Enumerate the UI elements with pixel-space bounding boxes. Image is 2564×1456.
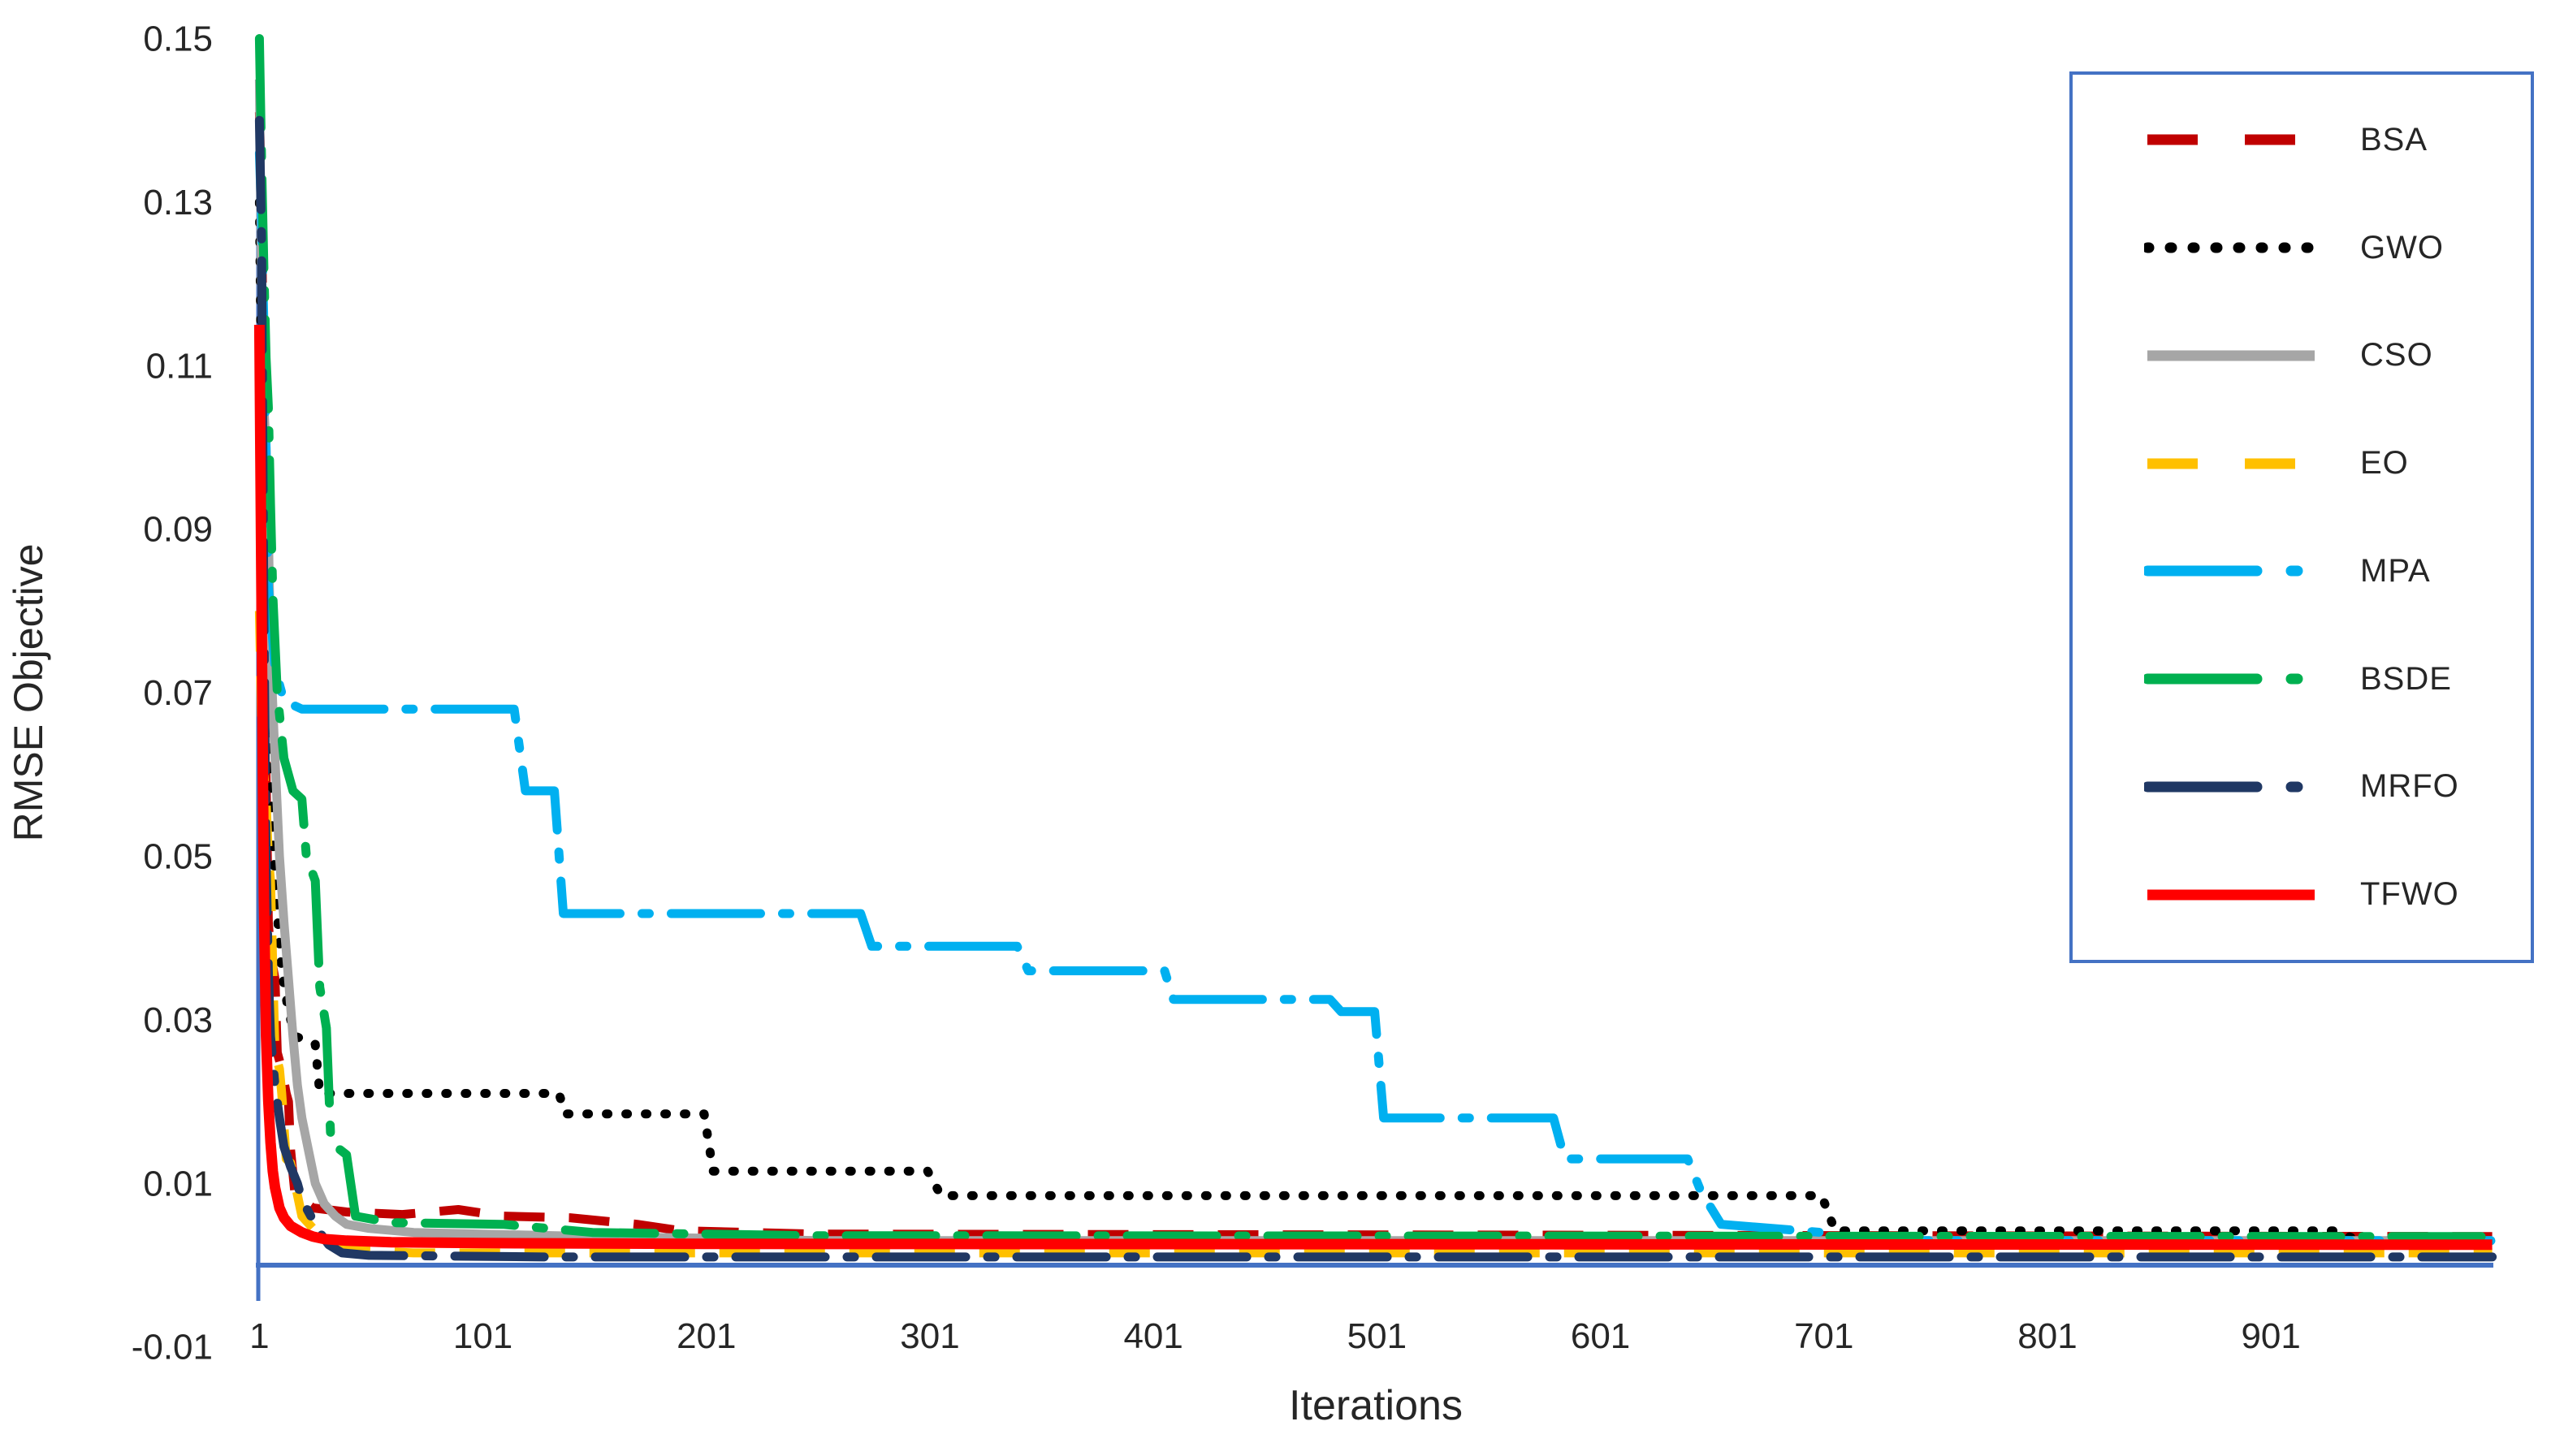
legend-item-label: TFWO [2360, 876, 2459, 913]
legend-line-icon-bsde [2144, 673, 2345, 685]
legend-item-eo[interactable]: EO [2073, 415, 2531, 512]
x-tick-label: 101 [453, 1316, 512, 1356]
series-line-tfwo[interactable] [253, 324, 2493, 1251]
x-tick-label: 401 [1123, 1316, 1183, 1356]
y-tick-label: -0.01 [132, 1328, 213, 1367]
legend[interactable]: BSA GWO CSO EO MPA BSDE MRFO [2069, 71, 2534, 963]
x-tick-label: 801 [2017, 1316, 2077, 1356]
legend-item-label: CSO [2360, 337, 2433, 374]
y-tick-label: 0.09 [143, 510, 213, 550]
y-tick-label: 0.07 [143, 673, 213, 713]
series-line-bsa[interactable] [254, 111, 2493, 1242]
legend-item-mrfo[interactable]: MRFO [2073, 738, 2531, 836]
legend-item-label: GWO [2360, 229, 2444, 266]
x-tick-label: 201 [677, 1316, 736, 1356]
legend-line-icon-mrfo [2144, 781, 2345, 793]
y-tick-label: 0.01 [143, 1164, 213, 1203]
legend-item-label: MPA [2360, 552, 2431, 589]
x-tick-label: 1 [249, 1316, 269, 1356]
legend-item-gwo[interactable]: GWO [2073, 199, 2531, 296]
legend-line-icon-bsa [2147, 134, 2315, 145]
y-axis-title: RMSE Objective [6, 544, 51, 842]
y-tick-label: 0.13 [143, 183, 213, 223]
legend-item-bsa[interactable]: BSA [2073, 91, 2531, 188]
x-tick-label: 901 [2241, 1316, 2300, 1356]
legend-item-label: BSA [2360, 121, 2428, 158]
legend-item-label: MRFO [2360, 768, 2459, 805]
legend-item-tfwo[interactable]: TFWO [2073, 846, 2531, 944]
y-tick-label: 0.05 [143, 837, 213, 877]
legend-item-mpa[interactable]: MPA [2073, 522, 2531, 620]
series-line-bsde[interactable] [254, 34, 2497, 1242]
legend-item-label: EO [2360, 445, 2409, 482]
legend-item-bsde[interactable]: BSDE [2073, 630, 2531, 728]
legend-item-label: BSDE [2360, 660, 2452, 697]
y-tick-label: 0.03 [143, 1000, 213, 1040]
legend-line-icon-gwo [2144, 242, 2320, 253]
legend-line-icon-eo [2147, 458, 2315, 469]
legend-line-icon-tfwo [2147, 889, 2315, 901]
x-tick-label: 301 [900, 1316, 959, 1356]
y-tick-label: 0.11 [146, 346, 213, 386]
x-tick-label: 501 [1347, 1316, 1407, 1356]
x-tick-label: 701 [1794, 1316, 1853, 1356]
y-tick-label: 0.15 [143, 19, 213, 59]
legend-line-icon-mpa [2144, 565, 2345, 577]
x-tick-label: 601 [1571, 1316, 1630, 1356]
legend-line-icon-cso [2147, 350, 2315, 361]
legend-item-cso[interactable]: CSO [2073, 307, 2531, 404]
x-axis-title: Iterations [1289, 1382, 1463, 1429]
